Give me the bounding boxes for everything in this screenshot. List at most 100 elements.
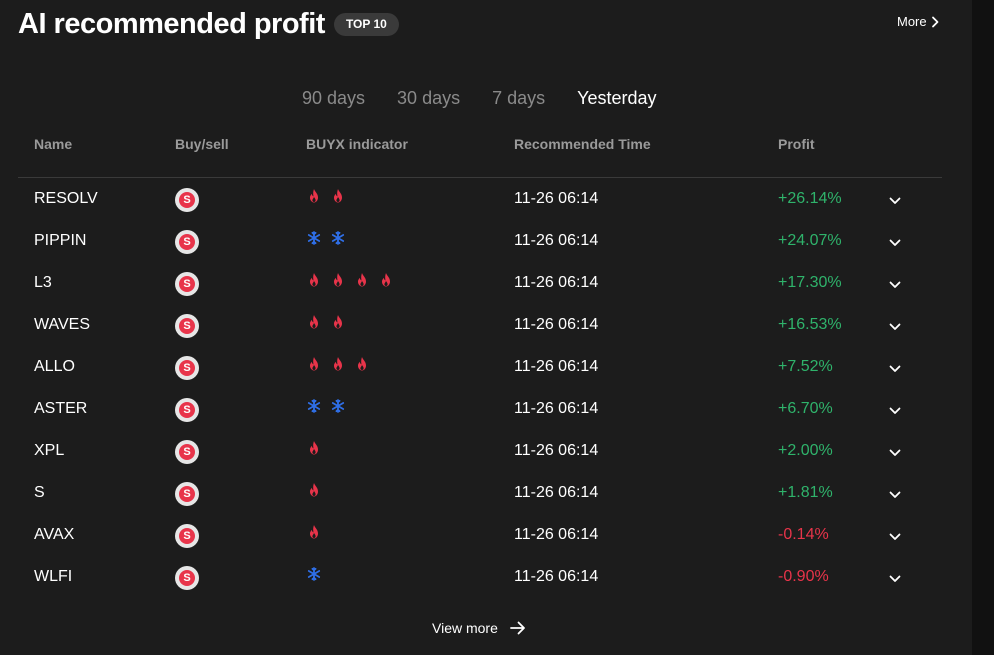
fire-icon <box>307 482 321 498</box>
top10-badge: TOP 10 <box>333 12 399 36</box>
chevron-down-icon[interactable] <box>889 570 901 588</box>
snowflake-icon <box>331 230 345 246</box>
table-row[interactable]: WAVES S 11-26 06:14 +16.53% <box>18 304 942 346</box>
fire-icon <box>307 356 321 372</box>
sell-signal-label: S <box>179 486 195 502</box>
sell-signal-label: S <box>179 402 195 418</box>
table-row[interactable]: ALLO S 11-26 06:14 +7.52% <box>18 346 942 388</box>
row-time: 11-26 06:14 <box>514 442 599 459</box>
fire-icon <box>331 314 345 330</box>
row-profit: +17.30% <box>778 274 842 291</box>
buyx-indicator <box>307 398 355 414</box>
row-time: 11-26 06:14 <box>514 232 599 249</box>
chevron-down-icon[interactable] <box>889 318 901 336</box>
scrollbar-track[interactable] <box>972 0 994 655</box>
table-row[interactable]: L3 S 11-26 06:14 +17.30% <box>18 262 942 304</box>
column-header-name: Name <box>34 136 73 152</box>
snowflake-icon <box>331 398 345 414</box>
sell-signal-label: S <box>179 570 195 586</box>
row-time: 11-26 06:14 <box>514 274 599 291</box>
view-more-label: View more <box>432 620 498 636</box>
tab-7-days[interactable]: 7 days <box>492 88 546 108</box>
sell-signal-badge: S <box>175 440 199 464</box>
page-title: AI recommended profit <box>18 8 325 40</box>
sell-signal-badge: S <box>175 272 199 296</box>
sell-signal-badge: S <box>175 524 199 548</box>
chevron-down-icon[interactable] <box>889 528 901 546</box>
row-name: ALLO <box>34 358 75 375</box>
table-row[interactable]: S S 11-26 06:14 +1.81% <box>18 472 942 514</box>
chevron-down-icon[interactable] <box>889 234 901 252</box>
chevron-down-icon[interactable] <box>889 276 901 294</box>
row-time: 11-26 06:14 <box>514 526 599 543</box>
row-profit: -0.90% <box>778 568 829 585</box>
chevron-down-icon[interactable] <box>889 360 901 378</box>
buyx-indicator <box>307 356 379 372</box>
chevron-down-icon[interactable] <box>889 486 901 504</box>
sell-signal-badge: S <box>175 398 199 422</box>
row-name: S <box>34 484 45 501</box>
fire-icon <box>379 272 393 288</box>
snowflake-icon <box>307 566 321 582</box>
row-profit: +26.14% <box>778 190 842 207</box>
row-name: PIPPIN <box>34 232 87 249</box>
buyx-indicator <box>307 272 403 288</box>
fire-icon <box>307 314 321 330</box>
fire-icon <box>307 272 321 288</box>
sell-signal-badge: S <box>175 566 199 590</box>
tab-30-days[interactable]: 30 days <box>397 88 461 108</box>
sell-signal-label: S <box>179 528 195 544</box>
row-name: WLFI <box>34 568 73 585</box>
row-profit: +2.00% <box>778 442 833 459</box>
buyx-indicator <box>307 566 331 582</box>
fire-icon <box>307 188 321 204</box>
fire-icon <box>355 272 369 288</box>
profit-panel: AI recommended profit TOP 10 More 90 day… <box>18 4 942 636</box>
chevron-down-icon[interactable] <box>889 192 901 210</box>
table-row[interactable]: PIPPIN S 11-26 06:14 +24.07% <box>18 220 942 262</box>
table-header: Name Buy/sell BUYX indicator Recommended… <box>18 126 942 178</box>
arrow-right-icon <box>509 621 525 635</box>
row-name: L3 <box>34 274 52 291</box>
column-header-profit: Profit <box>778 136 815 152</box>
column-header-indicator: BUYX indicator <box>306 136 408 152</box>
chevron-down-icon[interactable] <box>889 402 901 420</box>
row-name: XPL <box>34 442 65 459</box>
more-link[interactable]: More <box>897 14 939 29</box>
tab-yesterday[interactable]: Yesterday <box>577 88 657 108</box>
snowflake-icon <box>307 230 321 246</box>
sell-signal-label: S <box>179 444 195 460</box>
row-time: 11-26 06:14 <box>514 358 599 375</box>
period-tabs: 90 days 30 days 7 days Yesterday <box>302 86 657 110</box>
tab-90-days[interactable]: 90 days <box>302 88 366 108</box>
row-time: 11-26 06:14 <box>514 400 599 417</box>
sell-signal-label: S <box>179 234 195 250</box>
sell-signal-label: S <box>179 318 195 334</box>
row-profit: +16.53% <box>778 316 842 333</box>
row-profit: -0.14% <box>778 526 829 543</box>
row-profit: +1.81% <box>778 484 833 501</box>
row-time: 11-26 06:14 <box>514 316 599 333</box>
table-row[interactable]: WLFI S 11-26 06:14 -0.90% <box>18 556 942 598</box>
sell-signal-label: S <box>179 192 195 208</box>
sell-signal-label: S <box>179 276 195 292</box>
fire-icon <box>307 440 321 456</box>
table-row[interactable]: ASTER S 11-26 06:14 +6.70% <box>18 388 942 430</box>
fire-icon <box>355 356 369 372</box>
buyx-indicator <box>307 482 331 498</box>
table-row[interactable]: RESOLV S 11-26 06:14 +26.14% <box>18 178 942 220</box>
row-name: ASTER <box>34 400 88 417</box>
fire-icon <box>331 356 345 372</box>
table-row[interactable]: AVAX S 11-26 06:14 -0.14% <box>18 514 942 556</box>
row-name: AVAX <box>34 526 75 543</box>
chevron-down-icon[interactable] <box>889 444 901 462</box>
sell-signal-badge: S <box>175 482 199 506</box>
view-more-button[interactable]: View more <box>432 620 526 636</box>
table-body: RESOLV S 11-26 06:14 +26.14% PIPPIN S 11-26 06… <box>18 178 942 598</box>
buyx-indicator <box>307 524 331 540</box>
table-row[interactable]: XPL S 11-26 06:14 +2.00% <box>18 430 942 472</box>
sell-signal-badge: S <box>175 314 199 338</box>
row-profit: +6.70% <box>778 400 833 417</box>
header: AI recommended profit TOP 10 <box>18 4 399 44</box>
row-time: 11-26 06:14 <box>514 190 599 207</box>
